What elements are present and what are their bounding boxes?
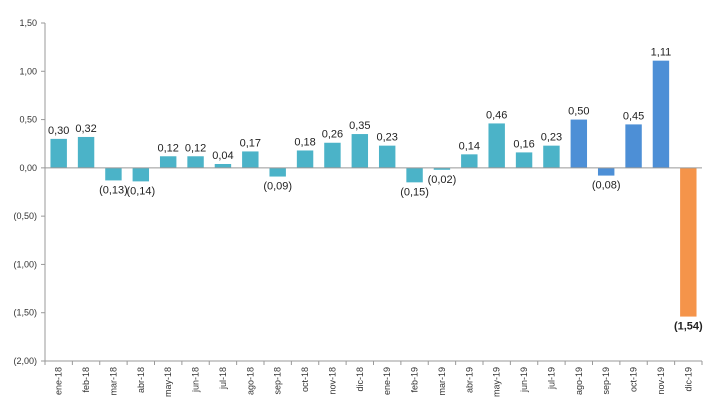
data-label: 0,14: [459, 140, 480, 152]
bar-dic-18: [351, 134, 369, 168]
x-tick-label: jun-19: [519, 367, 529, 393]
x-tick-label: mar-18: [108, 367, 118, 396]
bar-may-19: [488, 123, 505, 168]
bar-ene-18: [50, 138, 67, 168]
data-label: 0,23: [376, 132, 397, 144]
data-label: (0,15): [400, 186, 429, 198]
bar-mar-18: [105, 167, 122, 181]
x-tick-label: jun-18: [191, 367, 201, 393]
bar-abr-18: [132, 167, 150, 182]
bar-sep-18: [269, 167, 286, 177]
x-tick-label: ago-18: [245, 367, 255, 395]
y-tick-label: 1,50: [19, 18, 37, 28]
bar-ago-19: [570, 119, 588, 168]
bar-nov-18: [324, 142, 341, 168]
data-label: 0,35: [349, 120, 370, 132]
data-label: 0,46: [486, 109, 507, 121]
x-tick-label: abr-18: [136, 367, 146, 393]
x-tick-label: ene-18: [54, 367, 64, 395]
bar-jul-19: [543, 145, 560, 168]
bar-feb-18: [77, 136, 95, 168]
x-tick-label: sep-18: [273, 367, 283, 395]
x-tick-label: jul-18: [218, 367, 228, 390]
bar-abr-19: [461, 154, 478, 168]
data-label: (0,13): [99, 184, 128, 196]
bar-oct-19: [625, 124, 642, 168]
data-label: 0,04: [212, 150, 233, 162]
x-tick-label: feb-19: [410, 367, 420, 393]
data-label: 0,16: [513, 138, 534, 150]
x-tick-label: ene-19: [382, 367, 392, 395]
bar-nov-19: [652, 60, 670, 168]
x-tick-label: nov-18: [327, 367, 337, 395]
data-label: (0,09): [263, 181, 292, 193]
x-tick-label: feb-18: [81, 367, 91, 393]
bars: [50, 60, 697, 317]
data-label: 0,32: [75, 123, 96, 135]
x-tick-label: nov-19: [656, 367, 666, 395]
y-tick-label: 0,50: [19, 115, 37, 125]
data-label: (0,08): [592, 180, 621, 192]
x-tick-label: sep-19: [601, 367, 611, 395]
x-tick-label: dic-18: [355, 367, 365, 392]
bar-oct-18: [296, 150, 314, 168]
data-label: 1,11: [651, 47, 672, 59]
data-label: (0,14): [126, 185, 155, 197]
bar-dic-19: [680, 167, 697, 317]
bar-jun-18: [187, 156, 204, 168]
bar-ene-19: [378, 145, 396, 168]
data-label: 0,45: [623, 110, 644, 122]
x-tick-label: abr-19: [464, 367, 474, 393]
x-tick-label: may-19: [492, 367, 502, 397]
x-tick-label: mar-19: [437, 367, 447, 396]
bar-ago-18: [242, 151, 259, 168]
x-tick-label: dic-19: [683, 367, 693, 392]
y-tick-label: (1,00): [13, 259, 37, 269]
y-tick-label: (1,50): [13, 308, 37, 318]
data-label: 0,18: [294, 136, 315, 148]
x-tick-label: may-18: [163, 367, 173, 397]
data-label: 0,17: [240, 137, 261, 149]
y-tick-label: (2,00): [13, 356, 37, 366]
data-label: (1,54): [674, 321, 703, 333]
y-tick-label: 1,00: [19, 66, 37, 76]
data-label: 0,23: [541, 132, 562, 144]
y-axis: 1,50 1,00 0,50 0,00 (0,50) (1,00) (1,50) (2,00): [13, 18, 46, 366]
data-label: 0,50: [568, 106, 589, 118]
x-axis: ene-18 feb-18 mar-18 abr-18 may-18 jun-18 jul-…: [44, 167, 703, 397]
data-label: 0,30: [48, 125, 69, 137]
data-label: 0,12: [185, 142, 206, 154]
data-label: (0,02): [428, 174, 457, 186]
y-tick-label: 0,00: [19, 163, 37, 173]
bar-may-18: [159, 156, 177, 168]
bar-jun-19: [515, 152, 533, 168]
bar-sep-19: [597, 167, 615, 176]
x-tick-label: jul-19: [546, 367, 556, 390]
bar-jul-18: [214, 163, 232, 168]
x-tick-label: oct-18: [300, 367, 310, 392]
x-tick-label: oct-19: [629, 367, 639, 392]
data-labels: 0,30 0,32 (0,13)(0,14) 0,12 0,12 0,04 0,17 (0,0…: [48, 47, 703, 333]
bar-feb-19: [406, 167, 423, 183]
x-tick-label: ago-19: [574, 367, 584, 395]
bar-mar-19: [433, 167, 451, 170]
y-tick-label: (0,50): [13, 211, 37, 221]
data-label: 0,26: [322, 129, 343, 141]
data-label: 0,12: [157, 142, 178, 154]
